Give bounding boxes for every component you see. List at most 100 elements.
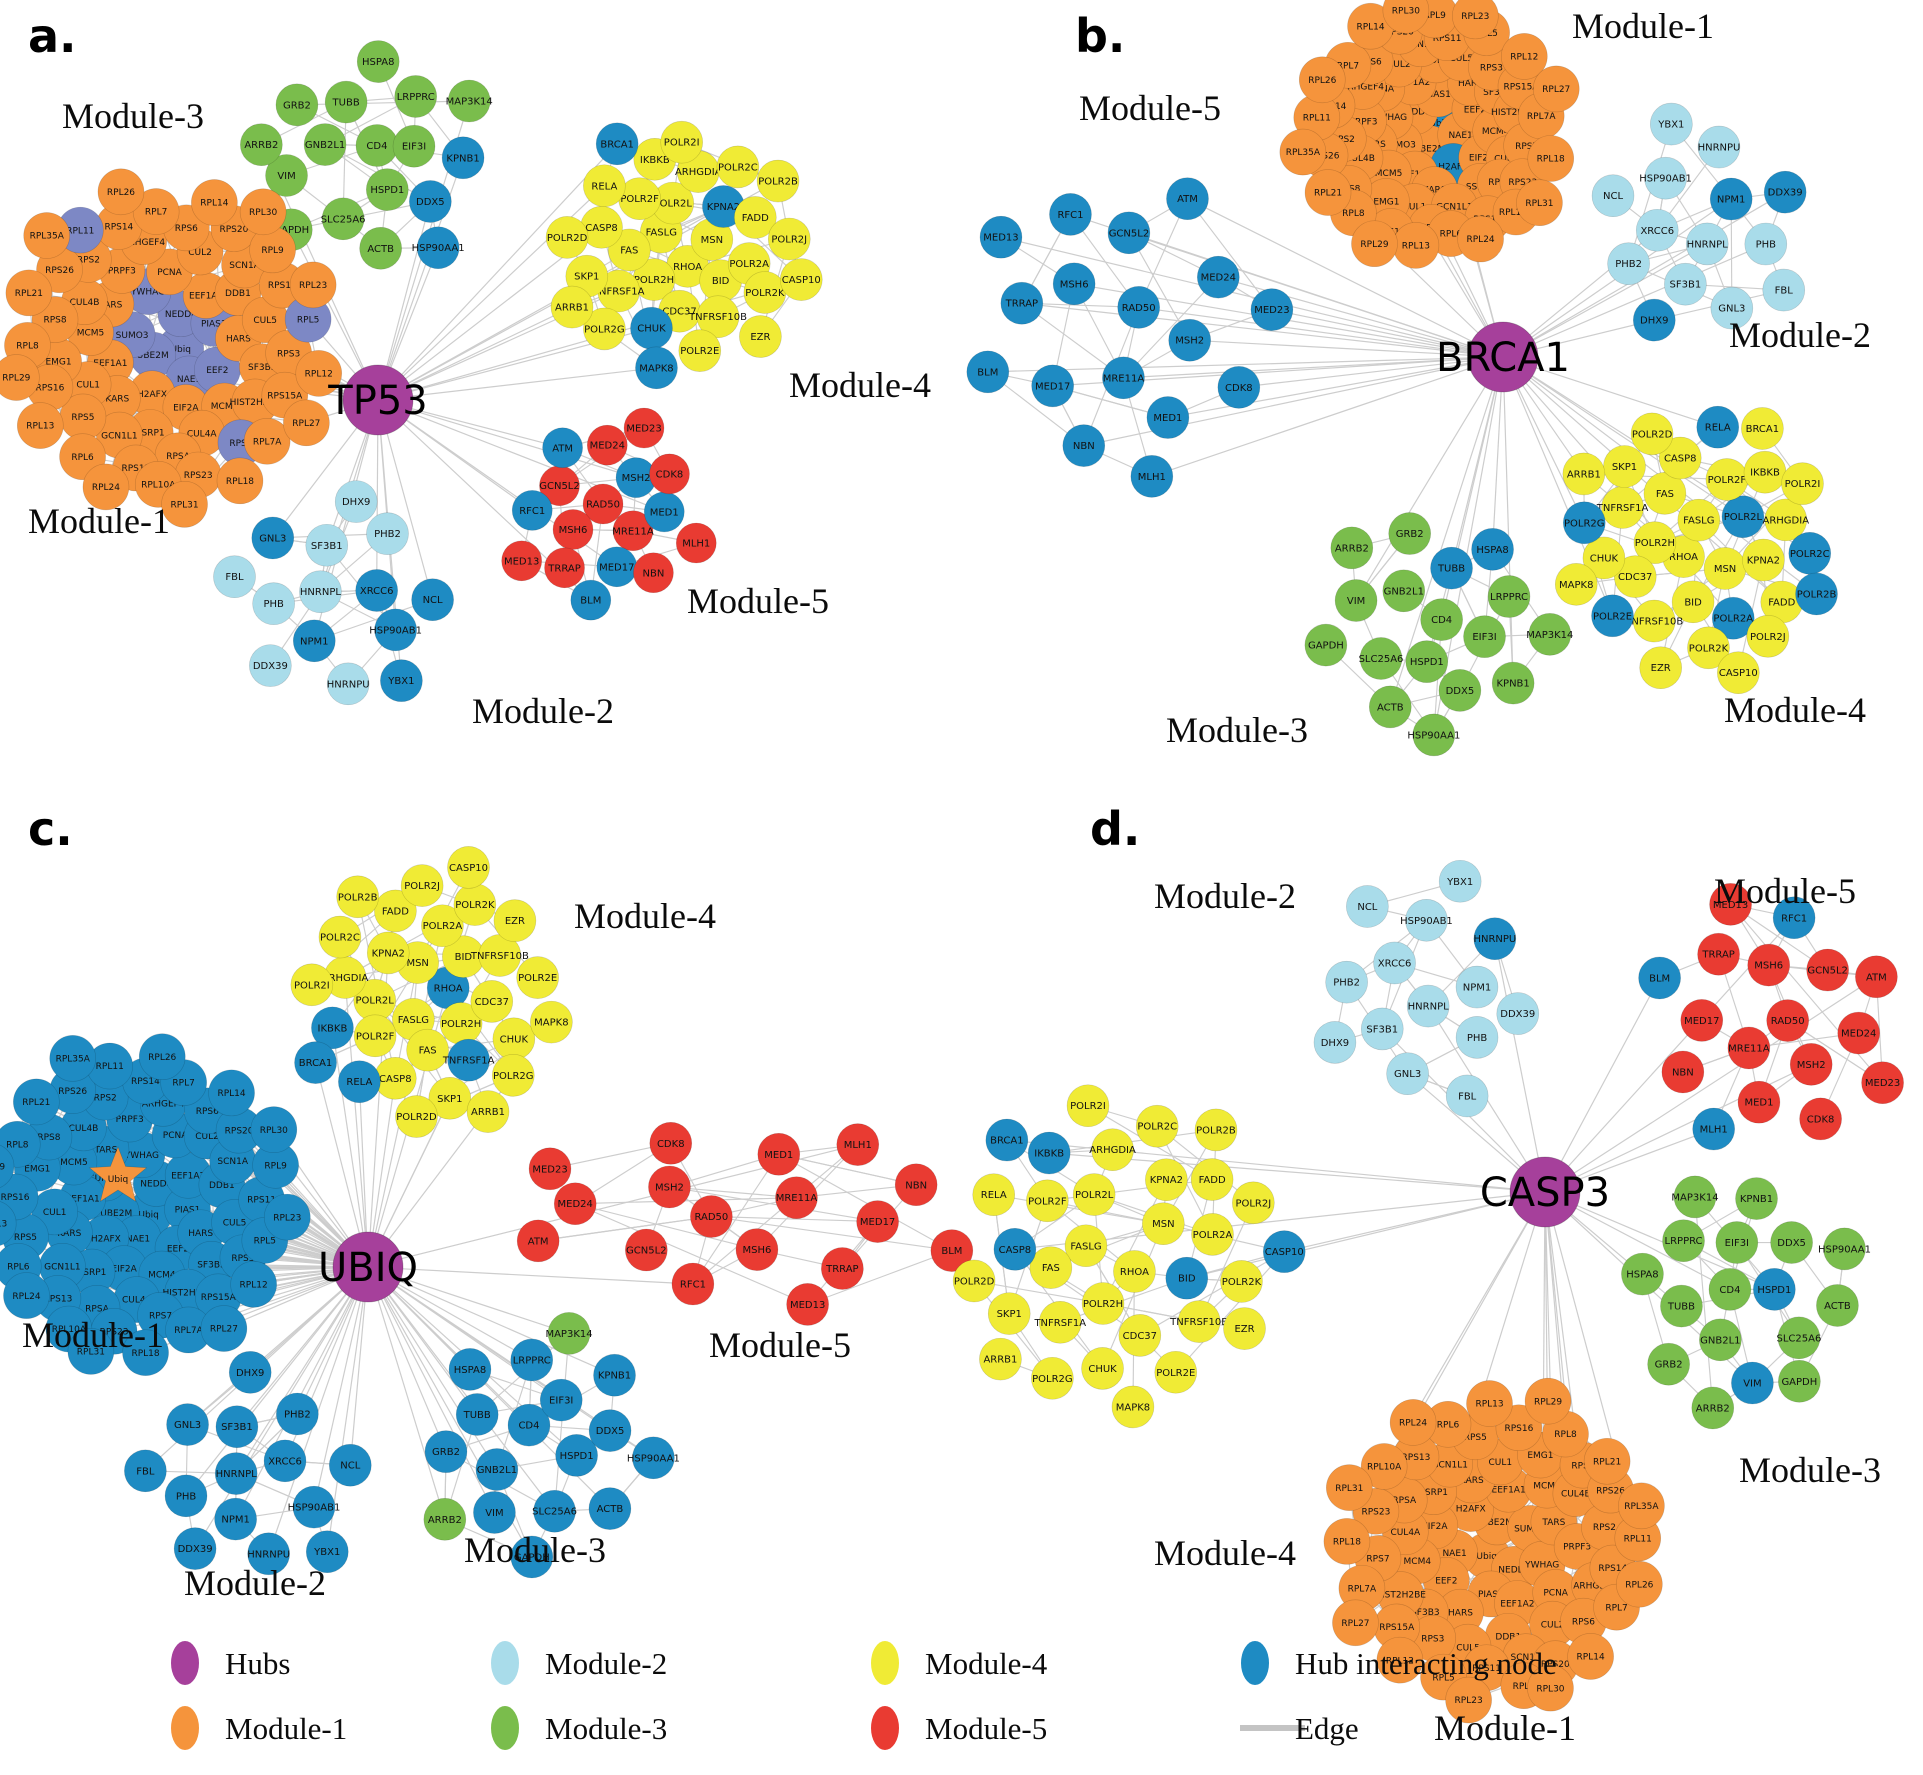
node-label-POLR2C: POLR2C [1137, 1122, 1177, 1133]
node-label-MED1: MED1 [650, 507, 679, 518]
node-label-RPS8: RPS8 [37, 1133, 60, 1143]
node-label-RPL9: RPL9 [1423, 11, 1446, 21]
node-label-POLR2J: POLR2J [404, 881, 440, 892]
node-RAD50 [582, 483, 624, 525]
node-label-ACTB: ACTB [1824, 1301, 1851, 1312]
node-label-MSN: MSN [701, 235, 723, 246]
node-label-RPL8: RPL8 [16, 341, 39, 351]
node-VIM [473, 1491, 516, 1534]
node-label-KPNB1: KPNB1 [598, 1371, 631, 1382]
node-RPL13 [16, 402, 64, 449]
node-label-RPL29: RPL29 [2, 374, 30, 384]
node-label-GNB2L1: GNB2L1 [1700, 1335, 1740, 1346]
node-label-MCM4: MCM4 [211, 402, 239, 412]
edge [1502, 356, 1744, 518]
node-HSP90AA1 [1412, 713, 1456, 757]
node-HSP90AA1 [416, 226, 460, 270]
node-label-CDC37: CDC37 [662, 307, 696, 318]
node-label-MRE11A: MRE11A [1728, 1043, 1770, 1054]
node-TUBB [1660, 1284, 1703, 1328]
node-PHB [164, 1474, 208, 1518]
node-label-BRCA1: BRCA1 [299, 1058, 333, 1069]
node-label-TNFRSF10B: TNFRSF10B [470, 951, 529, 962]
node-label-NAE1: NAE1 [177, 375, 201, 385]
node-label-HSP90AB1: HSP90AB1 [1639, 174, 1692, 185]
node-label-RPS16: RPS16 [1, 1193, 30, 1203]
node-label-SCN1A: SCN1A [1405, 40, 1436, 50]
node-label-MED1: MED1 [1153, 413, 1182, 424]
node-HNRNPU [326, 662, 370, 706]
module-label-b-module-1: Module-1 [1572, 6, 1714, 46]
node-MSH2 [1789, 1043, 1833, 1086]
node-label-RPL29: RPL29 [1534, 1397, 1562, 1407]
node-NPM1 [214, 1497, 257, 1541]
node-label-TNFRSF1A: TNFRSF1A [592, 286, 645, 297]
node-label-RPL14: RPL14 [217, 1089, 245, 1099]
node-label-FADD: FADD [382, 906, 409, 917]
node-RPL10A [1360, 1443, 1408, 1490]
module-label-a-module-5: Module-5 [687, 581, 829, 621]
node-label-EZR: EZR [1234, 1324, 1254, 1335]
node-label-RPS7: RPS7 [149, 1311, 172, 1321]
node-GCN5L2 [1806, 948, 1849, 992]
node-ARRB1 [1562, 452, 1606, 496]
node-label-RPL18: RPL18 [226, 477, 254, 487]
edge [185, 1266, 369, 1497]
node-label-PIAS1: PIAS1 [1478, 1590, 1504, 1600]
legend-item-hubs: Hubs [171, 1641, 290, 1685]
node-GRB2 [1647, 1342, 1690, 1386]
node-PHB2 [276, 1392, 319, 1436]
node-label-BLM: BLM [941, 1246, 962, 1257]
node-label-EMG1: EMG1 [45, 358, 71, 368]
node-label-MAP3K14: MAP3K14 [1671, 1192, 1718, 1203]
node-label-EEF1A2: EEF1A2 [189, 292, 223, 302]
node-label-SKP1: SKP1 [1612, 462, 1637, 473]
node-label-CDC37: CDC37 [1123, 1331, 1157, 1342]
node-label-POLR2C: POLR2C [320, 933, 360, 944]
node-RPL18 [1323, 1518, 1371, 1565]
node-label-RPS3: RPS3 [231, 1254, 254, 1264]
node-RPL30 [1527, 1664, 1574, 1712]
node-IKBKB [311, 1006, 354, 1050]
node-label-EIF2A: EIF2A [173, 404, 199, 414]
edge [973, 1280, 1104, 1305]
node-label-POLR2H: POLR2H [1635, 538, 1675, 549]
node-label-RPL23: RPL23 [299, 281, 327, 291]
node-label-POLR2A: POLR2A [423, 921, 463, 932]
node-label-PRPF3: PRPF3 [1563, 1543, 1591, 1553]
node-label-UBE2M: UBE2M [1413, 145, 1445, 155]
node-RELA [972, 1173, 1016, 1217]
node-GAPDH [510, 1535, 554, 1579]
node-label-ARRB1: ARRB1 [983, 1355, 1017, 1366]
node-RPL26 [138, 1033, 186, 1081]
edge [1628, 123, 1672, 264]
node-label-RPL35A: RPL35A [30, 232, 65, 242]
edge [669, 1186, 797, 1199]
node-label-CDC37: CDC37 [475, 997, 509, 1008]
node-POLR2J [1746, 614, 1790, 658]
node-label-MCM5: MCM5 [1375, 169, 1403, 179]
node-NPM1 [292, 619, 336, 663]
node-FADD [733, 196, 777, 239]
node-label-ARHGEF4: ARHGEF4 [1573, 1581, 1616, 1591]
node-NCL [1346, 885, 1389, 928]
node-MED24 [553, 1182, 597, 1226]
node-label-RPL5: RPL5 [1432, 1673, 1454, 1683]
node-label-POLR2D: POLR2D [396, 1112, 437, 1123]
node-label-RPL35A: RPL35A [1624, 1502, 1659, 1512]
node-label-MLH1: MLH1 [1138, 472, 1166, 483]
edge [296, 100, 470, 106]
node-label-CUL5: CUL5 [253, 316, 277, 326]
node-label-TNFRSF1A: TNFRSF1A [1033, 1318, 1086, 1329]
node-label-RPS11: RPS11 [1472, 1664, 1501, 1674]
node-SF3B1 [215, 1405, 259, 1449]
node-label-RPS6: RPS6 [175, 224, 198, 234]
node-label-VIM: VIM [485, 1508, 503, 1519]
node-label-MSH6: MSH6 [1060, 279, 1089, 290]
node-label-POLR2K: POLR2K [1222, 1277, 1262, 1288]
legend-label: Module-3 [545, 1711, 667, 1746]
node-MED13 [501, 540, 542, 582]
node-label-DDX5: DDX5 [1777, 1238, 1806, 1249]
node-label-RPL31: RPL31 [77, 1348, 105, 1358]
node-label-RPL23: RPL23 [1461, 12, 1489, 22]
